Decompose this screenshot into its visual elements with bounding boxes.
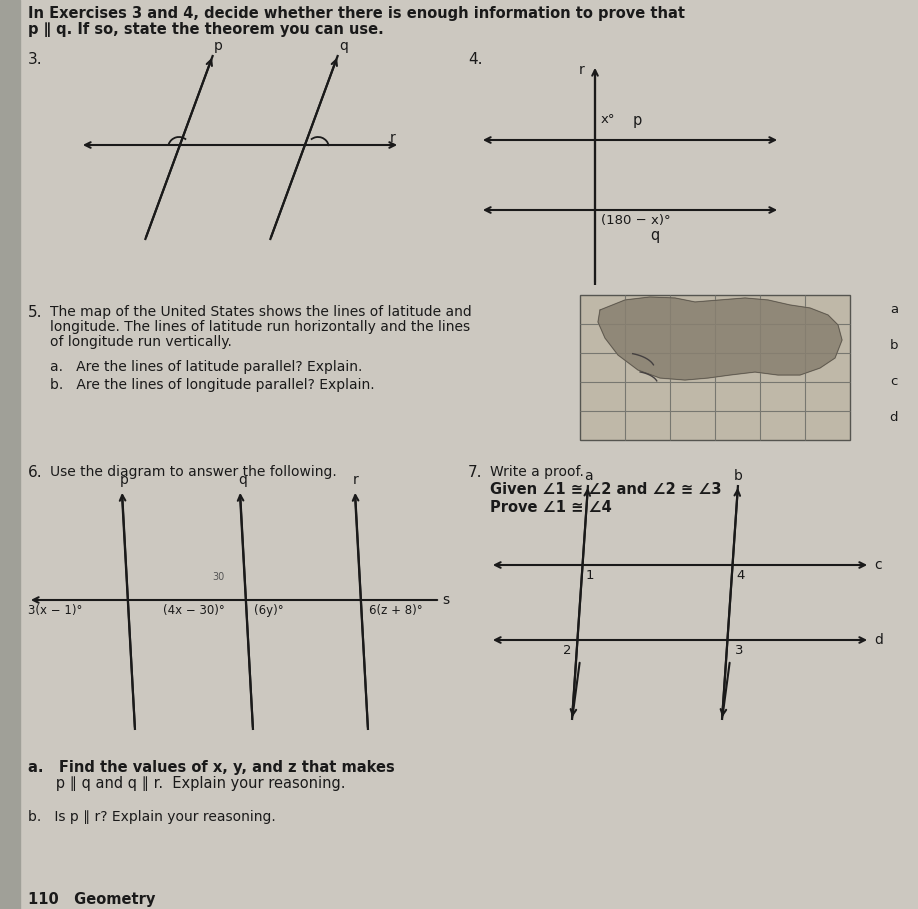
Text: 30: 30	[212, 572, 224, 582]
Text: ck: ck	[2, 112, 13, 122]
Text: 3(x − 1)°: 3(x − 1)°	[28, 604, 83, 617]
Text: Use the diagram to answer the following.: Use the diagram to answer the following.	[50, 465, 337, 479]
Text: The map of the United States shows the lines of latitude and: The map of the United States shows the l…	[50, 305, 472, 319]
Text: r: r	[390, 131, 396, 145]
Text: a.   Find the values of x, y, and z that makes: a. Find the values of x, y, and z that m…	[28, 760, 395, 775]
Bar	[580, 295, 850, 440]
Text: Given ∠1 ≅ ∠2 and ∠2 ≅ ∠3: Given ∠1 ≅ ∠2 and ∠2 ≅ ∠3	[490, 482, 722, 497]
Text: ps: ps	[2, 100, 14, 110]
Text: 4: 4	[736, 569, 744, 582]
Text: b.   Is p ∥ r? Explain your reasoning.: b. Is p ∥ r? Explain your reasoning.	[28, 810, 275, 824]
Text: s: s	[442, 593, 449, 607]
Text: ab: ab	[2, 4, 16, 14]
Text: p: p	[214, 39, 223, 53]
Text: b: b	[890, 339, 898, 352]
Text: 3.: 3.	[28, 52, 42, 67]
Text: r: r	[579, 63, 585, 77]
Polygon shape	[598, 297, 842, 380]
Text: p ∥ q. If so, state the theorem you can use.: p ∥ q. If so, state the theorem you can …	[28, 22, 384, 37]
Text: c: c	[874, 558, 881, 572]
Bar	[0, 0, 20, 909]
Text: 7.: 7.	[468, 465, 483, 480]
Text: r: r	[353, 473, 359, 487]
Text: 6(z + 8)°: 6(z + 8)°	[369, 604, 422, 617]
Text: 3: 3	[735, 644, 744, 657]
Text: d: d	[874, 633, 883, 647]
Text: p: p	[633, 113, 643, 128]
Text: 2: 2	[563, 644, 571, 657]
Text: a: a	[890, 303, 898, 316]
Text: b: b	[733, 469, 743, 483]
Text: d: d	[890, 411, 898, 424]
Text: (6y)°: (6y)°	[254, 604, 284, 617]
Text: 110   Geometry: 110 Geometry	[28, 892, 155, 907]
Text: a: a	[584, 469, 592, 483]
Text: 1: 1	[586, 569, 595, 582]
Text: longitude. The lines of latitude run horizontally and the lines: longitude. The lines of latitude run hor…	[50, 320, 470, 334]
Text: 4.: 4.	[468, 52, 483, 67]
Text: In Exercises 3 and 4, decide whether there is enough information to prove that: In Exercises 3 and 4, decide whether the…	[28, 6, 685, 21]
Text: (4x − 30)°: (4x − 30)°	[163, 604, 225, 617]
Text: p: p	[120, 473, 129, 487]
Text: s: s	[2, 340, 7, 350]
Text: q: q	[339, 39, 348, 53]
Text: 6.: 6.	[28, 465, 42, 480]
Text: x°: x°	[601, 113, 615, 126]
Text: p ∥ q and q ∥ r.  Explain your reasoning.: p ∥ q and q ∥ r. Explain your reasoning.	[28, 776, 345, 791]
Text: q: q	[650, 228, 659, 243]
Text: (180 − x)°: (180 − x)°	[601, 214, 671, 227]
Text: Prove ∠1 ≅ ∠4: Prove ∠1 ≅ ∠4	[490, 500, 611, 515]
Text: of longitude run vertically.: of longitude run vertically.	[50, 335, 232, 349]
Text: b.   Are the lines of longitude parallel? Explain.: b. Are the lines of longitude parallel? …	[50, 378, 375, 392]
Text: a.   Are the lines of latitude parallel? Explain.: a. Are the lines of latitude parallel? E…	[50, 360, 363, 374]
Text: 5.: 5.	[28, 305, 42, 320]
Text: Write a proof.: Write a proof.	[490, 465, 584, 479]
Text: c: c	[890, 375, 898, 388]
Text: q: q	[238, 473, 247, 487]
